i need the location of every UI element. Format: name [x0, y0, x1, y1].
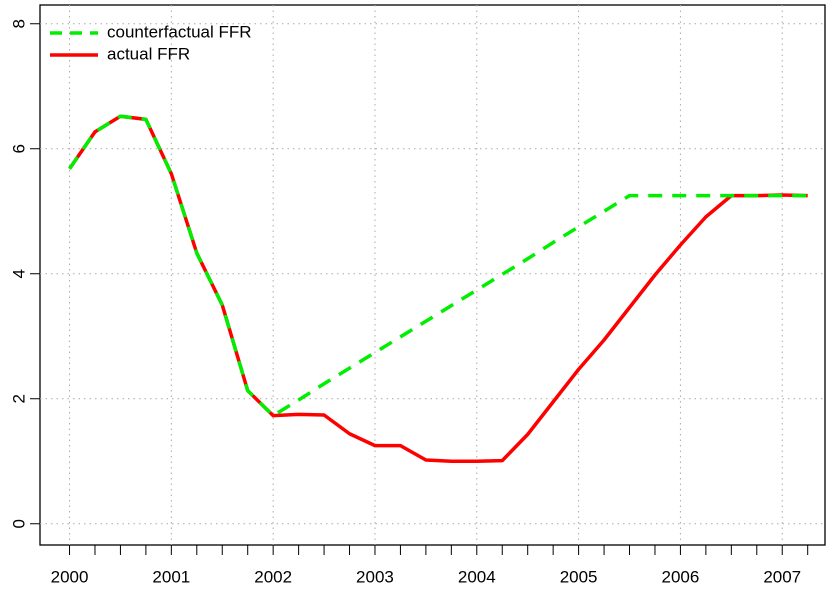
x-tick-label: 2001 [152, 567, 190, 586]
y-tick-label: 0 [9, 519, 28, 528]
series-line [68, 114, 808, 418]
legend-label: actual FFR [107, 44, 190, 63]
y-tick-label: 2 [9, 394, 28, 403]
plot-frame [39, 4, 826, 546]
legend-label: counterfactual FFR [107, 22, 252, 41]
x-tick-label: 2007 [763, 567, 801, 586]
x-tick-label: 2003 [356, 567, 394, 586]
x-tick-label: 2000 [51, 567, 89, 586]
y-tick-label: 8 [9, 19, 28, 28]
x-tick-label: 2005 [560, 567, 598, 586]
series-line [68, 114, 808, 463]
x-tick-label: 2006 [662, 567, 700, 586]
x-tick-label: 2002 [254, 567, 292, 586]
y-tick-label: 4 [9, 269, 28, 278]
x-tick-label: 2004 [458, 567, 496, 586]
y-tick-label: 6 [9, 144, 28, 153]
